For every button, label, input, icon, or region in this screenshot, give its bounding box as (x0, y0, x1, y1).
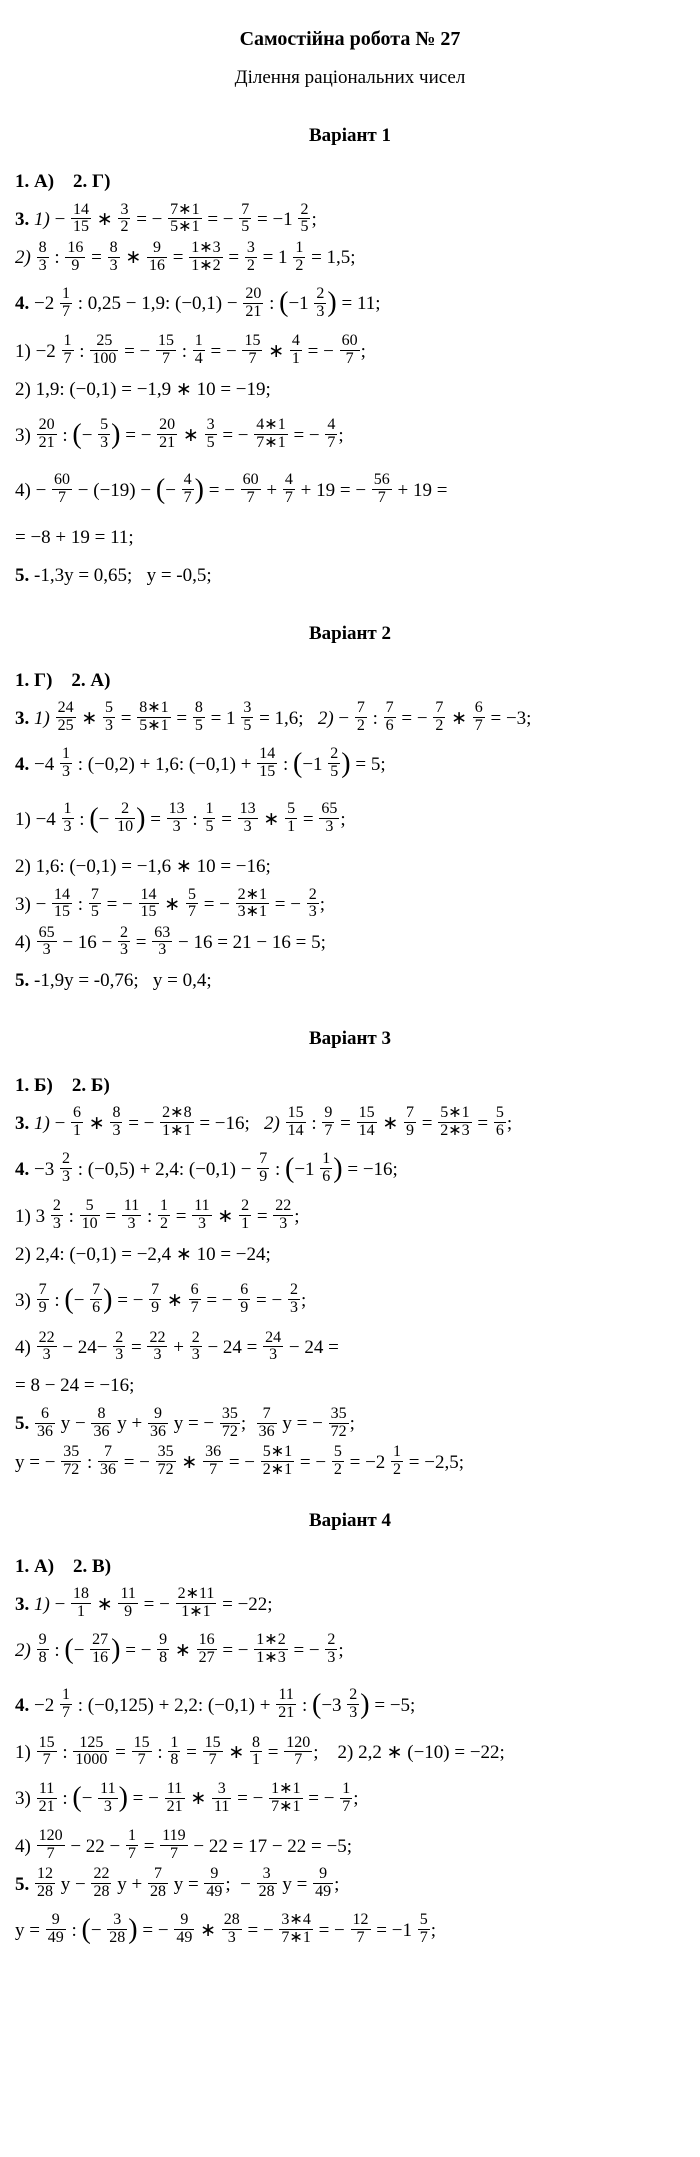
math-line: 3) 2021 : (− 53) = − 2021 ∗ 35 = − 4∗17∗… (15, 410, 685, 463)
page-subtitle: Ділення раціональних чисел (15, 60, 685, 96)
math-line: 1) −4 13 : (− 210) = 133 : 15 = 133 ∗ 51… (15, 794, 685, 847)
page-title: Самостійна робота № 27 (15, 20, 685, 58)
answers-12: 1. Г) 2. А) (15, 663, 685, 699)
math-line: 5. 636 y − 836 y + 936 y = − 3572; 736 y… (15, 1406, 685, 1442)
math-line: 3) − 1415 : 75 = − 1415 ∗ 57 = − 2∗13∗1 … (15, 887, 685, 923)
math-line: 2) 98 : (− 2716) = − 98 ∗ 1627 = − 1∗21∗… (15, 1625, 685, 1678)
math-line: 2) 1,9: (−0,1) = −1,9 ∗ 10 = −19; (15, 372, 685, 408)
math-line: y = 949 : (− 328) = − 949 ∗ 283 = − 3∗47… (15, 1905, 685, 1958)
math-line: 3) 79 : (− 76) = − 79 ∗ 67 = − 69 = − 23… (15, 1275, 685, 1328)
math-line: 4) 223 − 24− 23 = 223 + 23 − 24 = 243 − … (15, 1330, 685, 1366)
math-line: 4) 653 − 16 − 23 = 633 − 16 = 21 − 16 = … (15, 925, 685, 961)
math-line: 4. −2 17 : (−0,125) + 2,2: (−0,1) + 1121… (15, 1680, 685, 1733)
math-line: 2) 83 : 169 = 83 ∗ 916 = 1∗31∗2 = 32 = 1… (15, 240, 685, 276)
math-line: 3. 1) 2425 ∗ 53 = 8∗15∗1 = 85 = 1 35 = 1… (15, 701, 685, 737)
math-line: 4. −4 13 : (−0,2) + 1,6: (−0,1) + 1415 :… (15, 739, 685, 792)
math-line: 2) 2,4: (−0,1) = −2,4 ∗ 10 = −24; (15, 1237, 685, 1273)
math-line: 4) 1207 − 22 − 17 = 1197 − 22 = 17 − 22 … (15, 1829, 685, 1865)
answers-12: 1. А) 2. В) (15, 1549, 685, 1585)
math-line: 4) − 607 − (−19) − (− 47) = − 607 + 47 +… (15, 465, 685, 518)
math-line: 1) 157 : 1251000 = 157 : 18 = 157 ∗ 81 =… (15, 1735, 685, 1771)
variant-heading: Варіант 3 (15, 1021, 685, 1057)
content-area: Варіант 1 1. А) 2. Г)3. 1) − 1415 ∗ 32 = … (15, 118, 685, 1958)
math-line: 3) 1121 : (− 113) = − 1121 ∗ 311 = − 1∗1… (15, 1773, 685, 1826)
math-line: 4. −3 23 : (−0,5) + 2,4: (−0,1) − 79 : (… (15, 1144, 685, 1197)
math-line: 2) 1,6: (−0,1) = −1,6 ∗ 10 = −16; (15, 849, 685, 885)
math-line: 3. 1) − 61 ∗ 83 = − 2∗81∗1 = −16; 2) 151… (15, 1106, 685, 1142)
math-line: 3. 1) − 181 ∗ 119 = − 2∗111∗1 = −22; (15, 1587, 685, 1623)
variant-heading: Варіант 4 (15, 1503, 685, 1539)
math-line: 1) 3 23 : 510 = 113 : 12 = 113 ∗ 21 = 22… (15, 1199, 685, 1235)
variant-heading: Варіант 2 (15, 616, 685, 652)
math-line: = −8 + 19 = 11; (15, 520, 685, 556)
math-line: 4. −2 17 : 0,25 − 1,9: (−0,1) − 2021 : (… (15, 278, 685, 331)
math-line: = 8 − 24 = −16; (15, 1368, 685, 1404)
math-line: 5. -1,9y = -0,76; y = 0,4; (15, 963, 685, 999)
answers-12: 1. Б) 2. Б) (15, 1068, 685, 1104)
variant-heading: Варіант 1 (15, 118, 685, 154)
answers-12: 1. А) 2. Г) (15, 164, 685, 200)
math-line: 5. 1228 y − 2228 y + 728 y = 949; − 328 … (15, 1867, 685, 1903)
math-line: 3. 1) − 1415 ∗ 32 = − 7∗15∗1 = − 75 = −1… (15, 202, 685, 238)
math-line: 5. -1,3y = 0,65; y = -0,5; (15, 558, 685, 594)
math-line: 1) −2 17 : 25100 = − 157 : 14 = − 157 ∗ … (15, 334, 685, 370)
math-line: y = − 3572 : 736 = − 3572 ∗ 367 = − 5∗12… (15, 1445, 685, 1481)
